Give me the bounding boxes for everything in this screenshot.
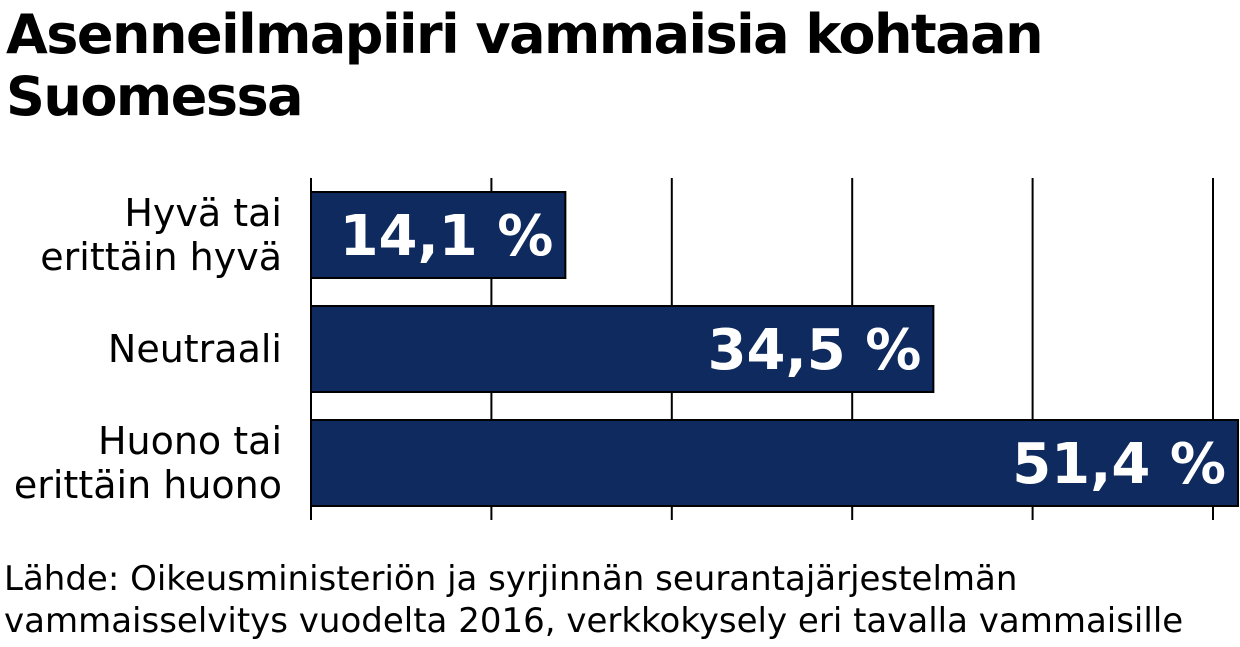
- source-line-1: Lähde: Oikeusministeriön ja syrjinnän se…: [4, 559, 1018, 599]
- source-line-2: vammaisselvitys vuodelta 2016, verkkokys…: [4, 601, 1184, 641]
- category-label-line: erittäin huono: [14, 463, 282, 507]
- category-label: Huono tai erittäin huono: [14, 419, 282, 507]
- category-label-line: erittäin hyvä: [40, 235, 282, 279]
- bar-chart: 14,1 % Hyvä tai erittäin hyvä 34,5 % Neutraa…: [14, 178, 1239, 520]
- chart-title: Asenneilmapiiri vammaisia kohtaan Suomes…: [6, 3, 1044, 128]
- source-note: Lähde: Oikeusministeriön ja syrjinnän se…: [4, 558, 1234, 642]
- bar: [310, 305, 935, 393]
- bar-value-label: 34,5 %: [708, 318, 922, 383]
- bar-value-label: 14,1 %: [340, 204, 554, 269]
- bar: [310, 191, 567, 279]
- category-label: Neutraali: [108, 327, 282, 371]
- category-label-line: Huono tai: [98, 419, 282, 463]
- bar: [310, 419, 1239, 507]
- category-label-line: Hyvä tai: [124, 191, 282, 235]
- category-label: Hyvä tai erittäin hyvä: [40, 191, 282, 279]
- bar-value-label: 51,4 %: [1012, 432, 1226, 497]
- category-label-line: Neutraali: [108, 327, 282, 371]
